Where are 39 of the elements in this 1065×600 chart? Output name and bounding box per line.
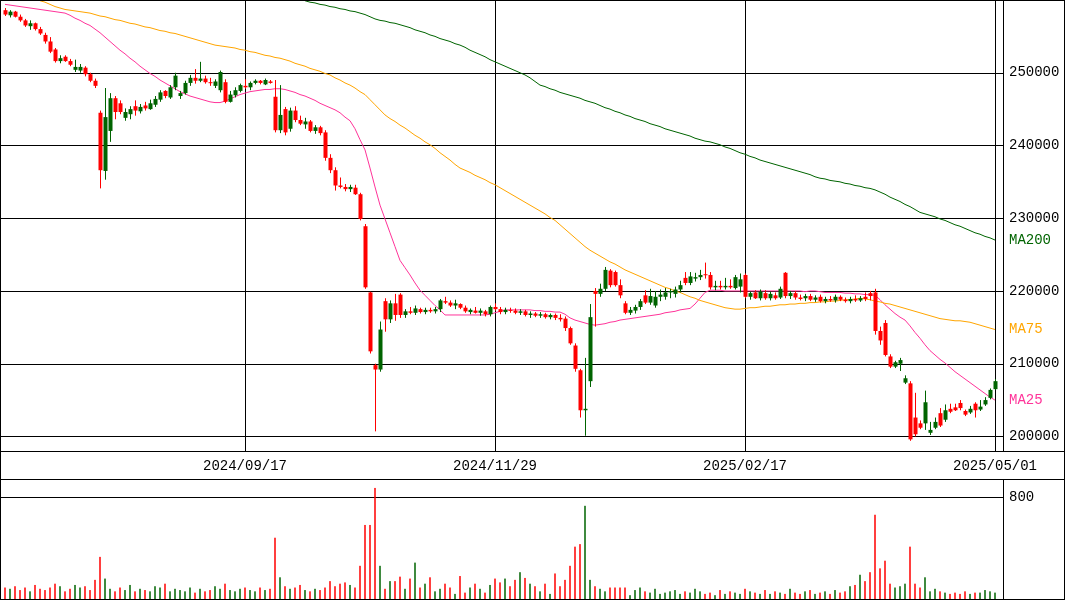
x-tick-label: 2024/11/29 [452,458,538,474]
line-series [304,0,996,241]
candlestick [328,153,333,174]
candlestick [938,407,943,428]
line-series [39,0,996,331]
candlestick [218,70,223,93]
candlestick [603,266,608,292]
candlestick [703,262,708,280]
candlestick [278,84,283,134]
candlestick [373,363,378,432]
y-tick-label: 220000 [1009,282,1060,299]
candlestick [743,273,748,299]
candlestick [388,299,393,324]
candlestick [283,106,288,136]
series-label: MA200 [1009,231,1052,248]
candlestick [383,297,388,333]
candlestick [738,273,743,293]
candlestick [618,278,623,299]
series-label: MA75 [1009,321,1043,338]
x-tick-label: 2024/09/17 [202,458,288,474]
y-tick-label: 800 [1009,488,1035,505]
candlestick [288,107,293,133]
candlestick [223,78,228,104]
y-tick-label: 230000 [1009,209,1060,226]
candlestick [923,390,928,431]
line-series [4,3,996,401]
candlestick [398,292,403,319]
y-tick-label: 200000 [1009,428,1060,445]
series-label: MA25 [1009,391,1043,408]
candlestick [568,326,573,346]
y-tick-label: 210000 [1009,355,1060,372]
x-tick-label: 2025/02/17 [702,458,788,474]
candlestick [573,342,578,373]
y-tick-label: 250000 [1009,64,1060,81]
y-tick-label: 240000 [1009,137,1060,154]
candlestick [783,271,788,299]
candlestick [333,166,338,192]
x-tick-label: 2025/05/01 [952,458,1038,474]
candlestick [593,287,598,328]
